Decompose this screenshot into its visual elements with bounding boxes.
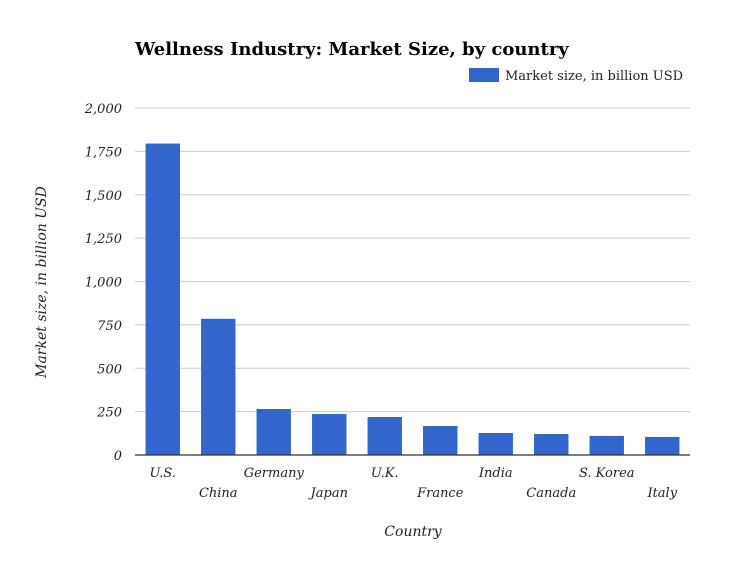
x-tick-label: Germany	[244, 466, 305, 481]
x-tick-label: S. Korea	[579, 466, 635, 481]
bar	[201, 318, 236, 455]
bar	[478, 432, 513, 455]
y-axis-title: Market size, in billion USD	[34, 186, 50, 379]
y-tick-label: 500	[97, 362, 122, 377]
legend-label: Market size, in billion USD	[505, 69, 683, 84]
legend: Market size, in billion USD	[469, 68, 683, 84]
y-tick-label: 250	[96, 406, 122, 421]
bar	[367, 417, 402, 455]
y-tick-label: 0	[114, 449, 122, 464]
x-axis-title: Country	[384, 524, 442, 540]
x-tick-label: Japan	[308, 486, 348, 501]
bar	[145, 143, 180, 455]
y-tick-label: 1,250	[85, 232, 122, 247]
y-tick-label: 1,500	[85, 189, 122, 204]
bar	[256, 409, 291, 455]
bar	[534, 434, 569, 455]
bar	[312, 414, 347, 455]
x-tick-label: U.S.	[150, 466, 176, 481]
y-tick-label: 1,750	[85, 145, 122, 160]
bar	[423, 426, 458, 455]
y-tick-label: 750	[97, 319, 122, 334]
x-tick-label: France	[416, 486, 464, 501]
legend-swatch	[469, 68, 499, 82]
x-tick-label: Italy	[646, 486, 677, 501]
x-tick-label: China	[199, 486, 238, 501]
bar	[589, 435, 624, 455]
x-tick-label: U.K.	[371, 466, 399, 481]
chart-title: Wellness Industry: Market Size, by count…	[134, 39, 569, 60]
bar	[645, 436, 680, 455]
y-tick-label: 2,000	[84, 102, 122, 117]
x-tick-label: Canada	[526, 486, 576, 501]
y-tick-label: 1,000	[85, 276, 122, 291]
x-tick-label: India	[478, 466, 513, 481]
